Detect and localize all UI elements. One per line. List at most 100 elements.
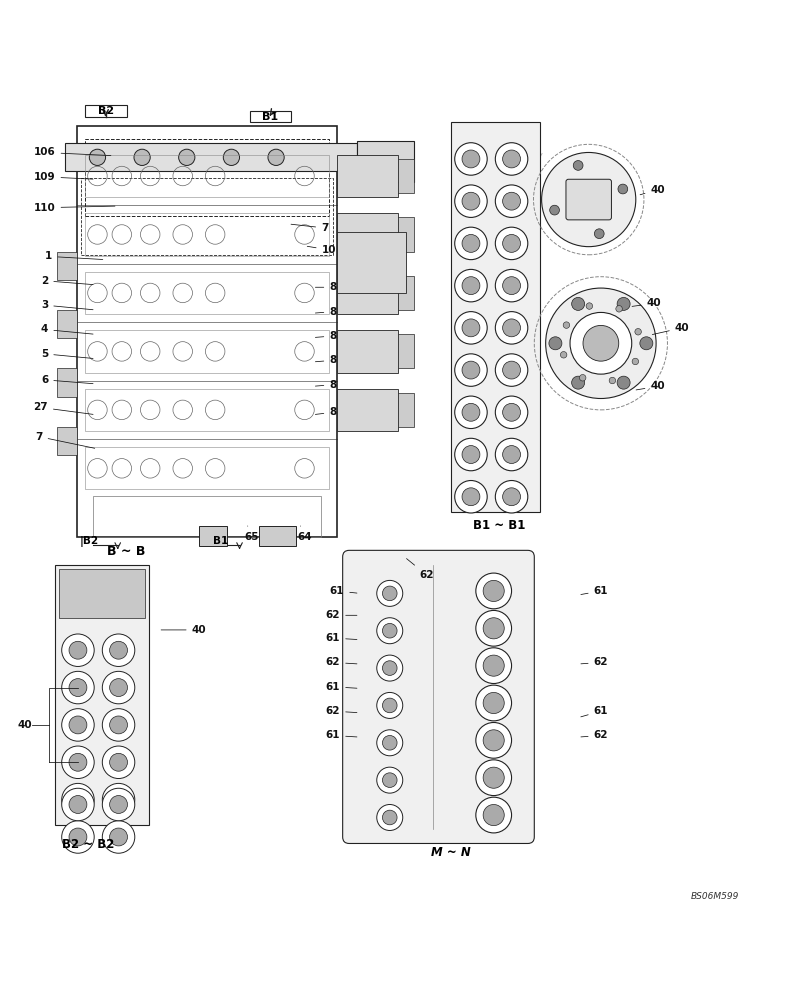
Text: 109: 109 <box>34 172 93 182</box>
Text: 62: 62 <box>325 706 357 716</box>
Circle shape <box>495 312 527 344</box>
Circle shape <box>548 337 561 350</box>
Circle shape <box>615 306 621 312</box>
Bar <box>337 213 397 256</box>
Circle shape <box>502 403 520 421</box>
Circle shape <box>502 234 520 252</box>
Text: 61: 61 <box>325 682 357 692</box>
Circle shape <box>461 150 479 168</box>
Circle shape <box>616 297 629 310</box>
Circle shape <box>62 634 94 666</box>
Circle shape <box>495 354 527 386</box>
Bar <box>337 155 397 197</box>
Circle shape <box>454 227 487 260</box>
Bar <box>397 393 414 427</box>
Bar <box>337 330 397 373</box>
Circle shape <box>475 573 511 609</box>
Circle shape <box>454 396 487 429</box>
Bar <box>85 139 328 216</box>
Circle shape <box>631 358 637 365</box>
Text: 1: 1 <box>45 251 103 261</box>
Text: 10: 10 <box>307 245 336 255</box>
Circle shape <box>475 797 511 833</box>
Circle shape <box>461 446 479 463</box>
Circle shape <box>89 149 105 165</box>
Circle shape <box>475 722 511 758</box>
Bar <box>85 155 328 197</box>
Text: 61: 61 <box>329 586 357 596</box>
Circle shape <box>102 746 135 779</box>
Text: 8: 8 <box>315 331 336 341</box>
Circle shape <box>502 150 520 168</box>
Circle shape <box>109 716 127 734</box>
Text: B1: B1 <box>212 536 228 546</box>
Circle shape <box>608 377 615 384</box>
Circle shape <box>109 753 127 771</box>
Circle shape <box>475 648 511 684</box>
Circle shape <box>109 679 127 697</box>
Circle shape <box>102 783 135 816</box>
Text: |B2: |B2 <box>79 536 99 547</box>
Circle shape <box>617 184 627 194</box>
Circle shape <box>475 760 511 796</box>
Text: 8: 8 <box>315 282 336 292</box>
Circle shape <box>495 481 527 513</box>
Bar <box>85 330 328 373</box>
Circle shape <box>109 796 127 813</box>
Circle shape <box>454 481 487 513</box>
Circle shape <box>69 753 87 771</box>
Bar <box>450 122 539 512</box>
Circle shape <box>382 623 397 638</box>
Bar <box>57 310 77 338</box>
Circle shape <box>483 618 504 639</box>
Text: 62: 62 <box>580 730 607 740</box>
Circle shape <box>134 149 150 165</box>
Bar <box>85 389 328 431</box>
Text: 65: 65 <box>244 526 259 542</box>
Circle shape <box>594 229 603 239</box>
Circle shape <box>62 788 94 821</box>
Circle shape <box>634 329 641 335</box>
Bar <box>397 159 414 193</box>
Circle shape <box>502 192 520 210</box>
Text: 62: 62 <box>325 657 357 667</box>
Circle shape <box>502 361 520 379</box>
Text: 110: 110 <box>34 203 115 213</box>
Circle shape <box>582 325 618 361</box>
Circle shape <box>495 396 527 429</box>
Text: 40: 40 <box>17 720 32 730</box>
Text: 40: 40 <box>161 625 206 635</box>
Circle shape <box>102 671 135 704</box>
Circle shape <box>483 767 504 788</box>
Circle shape <box>454 312 487 344</box>
Text: 6: 6 <box>41 375 93 385</box>
Circle shape <box>376 618 402 644</box>
Circle shape <box>616 376 629 389</box>
Text: B2 ~ B2: B2 ~ B2 <box>62 838 114 851</box>
Circle shape <box>483 692 504 714</box>
Circle shape <box>69 796 87 813</box>
Bar <box>55 565 148 825</box>
Circle shape <box>69 716 87 734</box>
Circle shape <box>483 730 504 751</box>
Bar <box>85 105 127 117</box>
Bar <box>85 272 328 314</box>
Circle shape <box>571 297 584 310</box>
Text: 62: 62 <box>406 559 433 580</box>
Bar <box>250 111 290 122</box>
Text: 5: 5 <box>41 349 93 359</box>
Circle shape <box>102 821 135 853</box>
Circle shape <box>382 735 397 750</box>
Circle shape <box>461 361 479 379</box>
Circle shape <box>382 810 397 825</box>
Circle shape <box>502 319 520 337</box>
Text: 8: 8 <box>315 380 336 390</box>
Bar <box>65 143 357 171</box>
Text: 4: 4 <box>41 324 93 334</box>
Circle shape <box>376 767 402 793</box>
Circle shape <box>382 586 397 601</box>
Circle shape <box>573 185 603 214</box>
Text: 7: 7 <box>290 223 328 233</box>
Bar <box>85 213 328 256</box>
Text: 40: 40 <box>651 323 689 335</box>
